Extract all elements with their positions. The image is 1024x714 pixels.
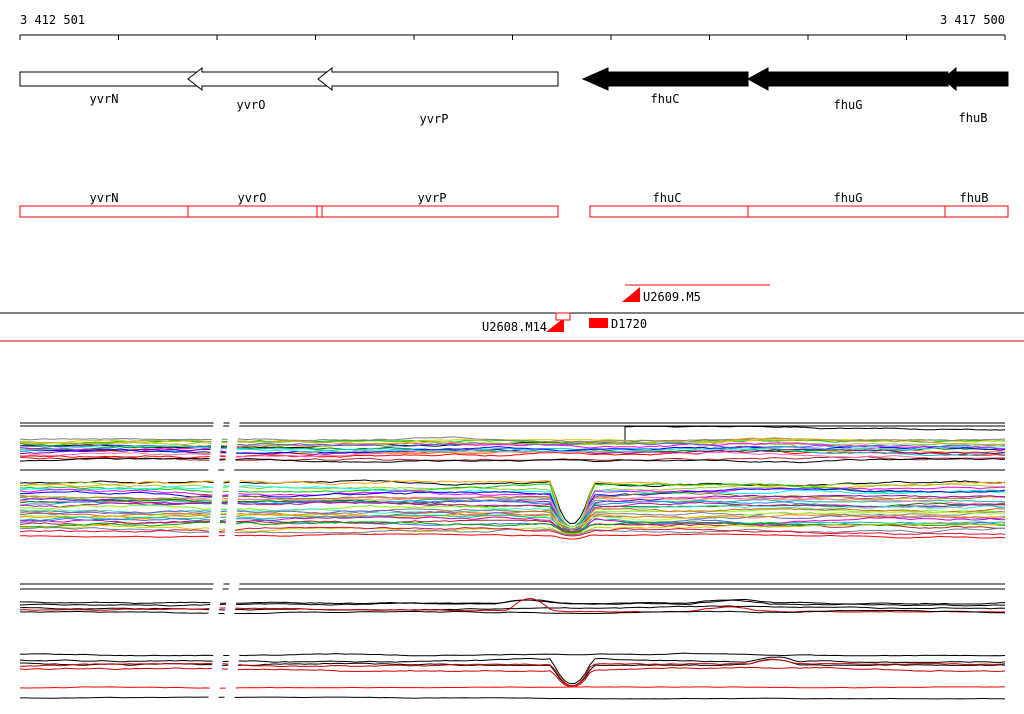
gene-label-fhuC: fhuC <box>651 92 680 106</box>
probe-label-U2609.M5: U2609.M5 <box>643 290 701 304</box>
operon-box-0[interactable] <box>19 205 559 218</box>
profile-line <box>19 516 1006 535</box>
data-gap-slash <box>208 649 224 702</box>
profile-line <box>19 485 1006 528</box>
coordinate-end-label: 3 417 500 <box>940 13 1005 27</box>
profile-line <box>20 488 1006 533</box>
gene-label-fhuG: fhuG <box>834 98 863 112</box>
data-gap-slash <box>208 581 224 616</box>
profile-line <box>19 533 1006 540</box>
profile-line <box>19 438 1006 446</box>
profile-line <box>19 513 1006 530</box>
data-gap-slash <box>224 581 240 616</box>
profile-line <box>19 514 1006 533</box>
profile-line <box>19 496 1006 530</box>
coordinate-start-label: 3 412 501 <box>20 13 85 27</box>
operon-label-yvrN: yvrN <box>90 191 119 205</box>
profile-line <box>19 656 1006 685</box>
profile-line <box>19 652 1006 657</box>
profile-line <box>20 446 1006 454</box>
profile-line <box>19 457 1005 464</box>
profile-line <box>19 436 1006 443</box>
gene-label-yvrN: yvrN <box>90 92 119 106</box>
profile-line <box>20 696 1006 700</box>
profile-line <box>19 519 1006 533</box>
profile-line <box>19 504 1005 535</box>
profile-line <box>20 445 1006 453</box>
gene-arrow-yvrN[interactable] <box>19 71 198 87</box>
rendered-layers: yvrN yvrO yvrP fhuC fhuG fhuB yvrN yvrO yvrP fhuC… <box>0 34 1024 702</box>
profile-line <box>19 448 1006 455</box>
probe-label-D1720: D1720 <box>611 317 647 331</box>
profile-line <box>19 686 1005 689</box>
probe-flag-U2609.M5[interactable] <box>622 287 640 302</box>
gene-arrow-fhuG[interactable] <box>746 67 949 91</box>
profile-line <box>19 526 1005 536</box>
profile-line <box>19 496 1006 535</box>
gene-arrow-fhuB[interactable] <box>942 66 1009 92</box>
profile-line <box>19 599 1005 607</box>
profile-line <box>19 526 1006 537</box>
profile-line <box>19 501 1006 533</box>
operon-label-yvrO: yvrO <box>238 191 267 205</box>
profile-line <box>19 659 1006 687</box>
data-gap-slash <box>208 477 224 543</box>
gene-arrow-yvrP[interactable] <box>317 66 559 92</box>
gene-label-yvrP: yvrP <box>420 112 449 126</box>
data-gap-slash <box>224 477 240 543</box>
profile-line <box>19 455 1006 461</box>
profile-line <box>19 442 1005 452</box>
gene-label-yvrO: yvrO <box>237 98 266 112</box>
probe-box-D1720[interactable] <box>589 318 608 328</box>
profile-line <box>19 609 1006 614</box>
operon-label-fhuB: fhuB <box>960 191 989 205</box>
profile-line <box>19 509 1006 535</box>
probe-box-U2608.M14[interactable] <box>555 312 571 321</box>
profile-line <box>19 597 1005 613</box>
profile-line <box>19 480 1006 530</box>
gene-label-fhuB: fhuB <box>959 111 988 125</box>
gene-arrow-fhuC[interactable] <box>581 67 749 91</box>
profile-line <box>19 481 1006 533</box>
operon-box-1[interactable] <box>589 205 1009 218</box>
profile-line <box>19 479 1006 525</box>
profile-line <box>19 439 1006 447</box>
probe-label-U2608.M14: U2608.M14 <box>482 320 547 334</box>
operon-label-fhuG: fhuG <box>834 191 863 205</box>
profile-line <box>19 425 1006 449</box>
data-gap-slash <box>208 419 224 473</box>
data-gap-slash <box>224 419 240 473</box>
operon-label-fhuC: fhuC <box>653 191 682 205</box>
gene-arrow-yvrO[interactable] <box>187 66 331 92</box>
probe-flag-U2608.M14[interactable] <box>546 318 564 332</box>
data-gap-slash <box>224 649 240 702</box>
profile-line <box>19 491 1006 535</box>
profile-line <box>19 666 1006 688</box>
profile-line <box>19 508 1006 533</box>
operon-label-yvrP: yvrP <box>418 191 447 205</box>
